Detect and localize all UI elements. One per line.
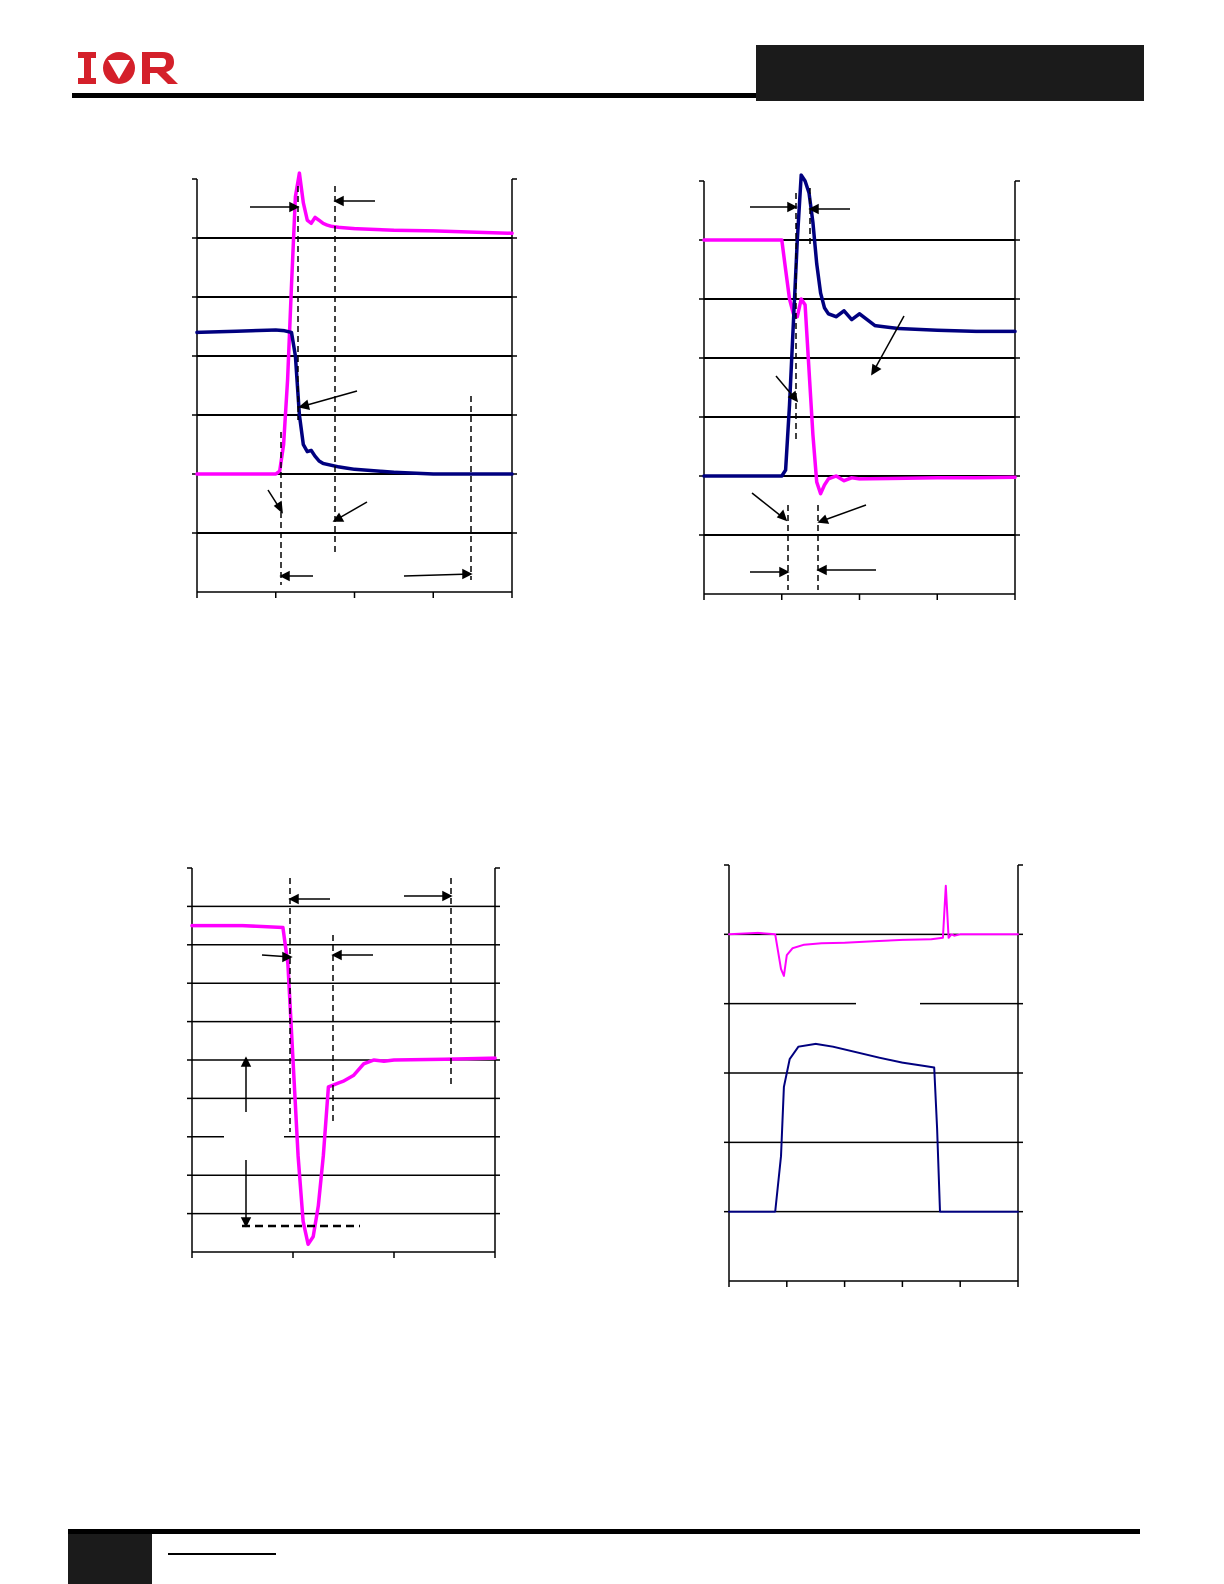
series-line-2 <box>702 173 1017 478</box>
series-line-1 <box>728 884 1019 977</box>
series-line-1 <box>195 171 514 476</box>
chart-1-annotations <box>250 186 473 585</box>
chart-2-annotations <box>750 188 905 590</box>
arrow <box>403 573 472 577</box>
arrow <box>871 315 905 375</box>
footer-rule <box>68 1529 1140 1534</box>
series-line-1 <box>702 238 1017 496</box>
chart-1-grid <box>192 178 517 598</box>
header-rule <box>72 93 756 98</box>
label-mask <box>224 1127 284 1147</box>
chart-4-grid <box>724 864 1023 1287</box>
chart-3-annotations <box>224 878 453 1228</box>
footer-page-box <box>68 1534 152 1584</box>
ior-logo <box>78 52 178 84</box>
series-line-2 <box>728 1042 1019 1213</box>
footer-underline <box>168 1553 276 1555</box>
arrow <box>299 390 358 408</box>
header-banner <box>756 45 1144 101</box>
label-mask <box>856 996 920 1012</box>
series-line-2 <box>195 328 514 476</box>
chart-2-grid <box>699 180 1020 600</box>
chart-2-lines <box>702 173 1017 496</box>
chart-1-lines <box>195 171 514 476</box>
chart-4-lines <box>728 884 1019 1213</box>
